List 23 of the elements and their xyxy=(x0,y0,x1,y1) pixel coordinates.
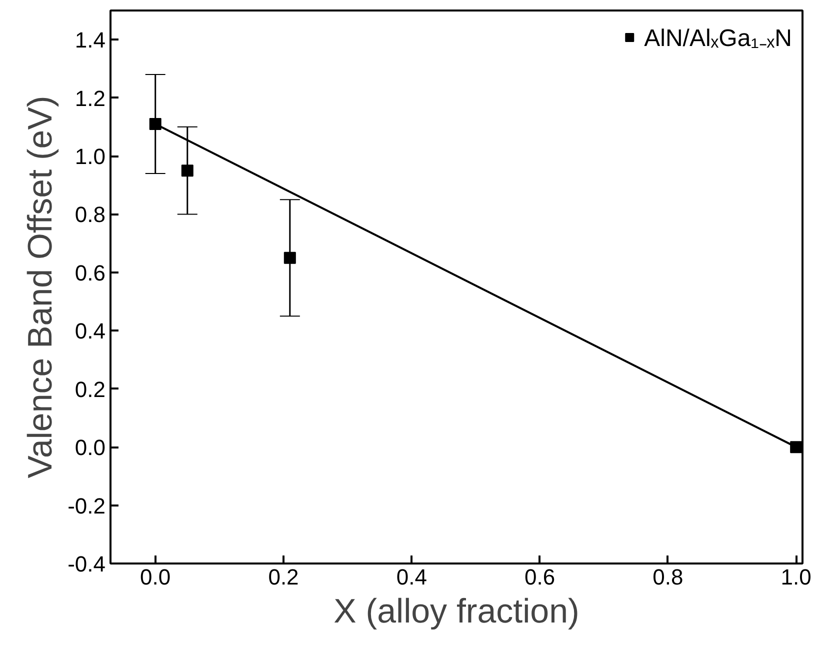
legend-label: AlN/AlₓGa₁₋ₓN xyxy=(644,24,792,53)
point xyxy=(284,252,296,264)
point xyxy=(790,441,802,454)
y-tick-label: -0.2 xyxy=(68,493,106,518)
y-tick-label: 0.0 xyxy=(74,435,106,460)
y-tick-label: 0.2 xyxy=(74,376,106,402)
y-tick-label: 0.6 xyxy=(74,260,106,286)
x-tick-label: 0.4 xyxy=(396,564,427,590)
y-tick-label: 0.4 xyxy=(74,318,106,344)
y-tick-label: -0.4 xyxy=(68,552,106,576)
y-tick-label: 0.8 xyxy=(74,202,106,228)
point xyxy=(149,118,162,130)
x-axis-title: X (alloy fraction) xyxy=(334,592,580,630)
x-tick-label: 0.6 xyxy=(524,564,556,590)
point xyxy=(181,164,194,177)
x-tick-label: 1.0 xyxy=(780,564,812,590)
y-tick-label: 1.4 xyxy=(74,28,106,53)
x-tick-label: 0.8 xyxy=(652,564,684,590)
x-tick-label: 0.0 xyxy=(140,564,171,590)
y-tick-label: 1.2 xyxy=(74,86,106,111)
x-tick-label: 0.2 xyxy=(268,564,299,590)
y-axis-title: Valence Band Offset (eV) xyxy=(22,96,60,478)
y-tick-label: 1.0 xyxy=(74,144,106,170)
